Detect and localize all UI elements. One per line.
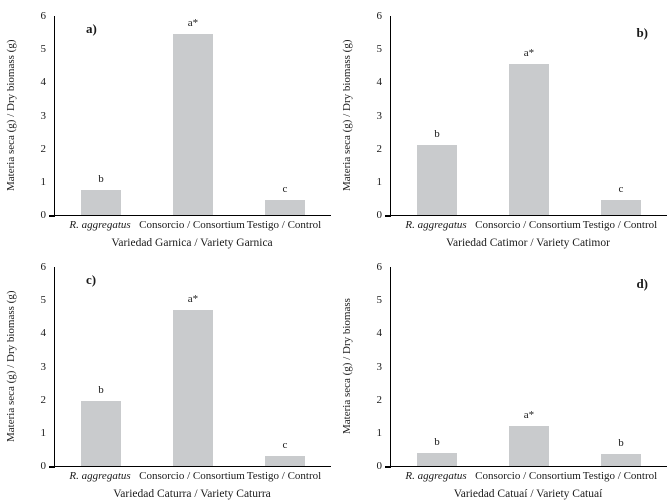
- x-category-label: Testigo / Control: [582, 219, 658, 231]
- bar-r-aggregatus: [417, 145, 457, 215]
- bar-consorcio-consortium: [173, 34, 213, 215]
- significance-letter: b: [434, 128, 440, 141]
- plot-area: b a* c: [49, 267, 331, 468]
- significance-letter: b: [434, 435, 440, 448]
- x-category-label: Consorcio / Consortium: [139, 219, 245, 231]
- bar-consorcio-consortium: [509, 426, 549, 466]
- panel-label: b): [636, 25, 648, 40]
- y-axis-tick-label: 4: [376, 76, 383, 89]
- bar-consorcio-consortium: [509, 64, 549, 215]
- significance-letter: b: [98, 384, 104, 397]
- y-axis-tick-label: 0: [40, 209, 47, 221]
- panel-label: d): [636, 276, 648, 291]
- x-category-label: R. aggregatus: [69, 470, 131, 482]
- plot-area: b a* b: [385, 267, 667, 468]
- bar-r-aggregatus: [417, 452, 457, 466]
- y-axis-tick-label: 6: [376, 10, 383, 22]
- y-axis-tick-label: 6: [376, 261, 383, 273]
- y-axis-tick-label: 0: [376, 209, 383, 221]
- y-axis-tick-label: 2: [40, 142, 47, 155]
- y-axis-tick-label: 1: [376, 426, 383, 439]
- x-category-label: Testigo / Control: [246, 470, 322, 482]
- x-axis-title: Variedad Catuaí / Variety Catuaí: [453, 488, 603, 500]
- x-category-label: Testigo / Control: [582, 470, 658, 482]
- bar-testigo-control: [265, 200, 305, 215]
- x-category-label: R. aggregatus: [405, 219, 467, 231]
- y-axis-tick-label: 2: [376, 142, 383, 155]
- y-axis-tick-label: 3: [376, 360, 383, 373]
- plot-area: b a* c: [385, 16, 667, 217]
- x-category-label: Consorcio / Consortium: [139, 470, 245, 482]
- significance-letter: c: [282, 183, 288, 196]
- significance-letter: c: [282, 439, 288, 452]
- x-category-label: Consorcio / Consortium: [475, 219, 581, 231]
- bar-consorcio-consortium: [173, 310, 213, 466]
- x-axis-title: Variedad Garnica / Variety Garnica: [111, 237, 273, 249]
- y-axis-tick-label: 4: [40, 76, 47, 89]
- y-axis-tick-label: 5: [376, 43, 383, 56]
- bar-r-aggregatus: [81, 190, 121, 215]
- significance-letter: a*: [523, 409, 535, 422]
- y-axis-tick-label: 0: [376, 460, 383, 472]
- y-axis-tick-label: 1: [40, 426, 47, 439]
- y-axis-tick-label: 5: [40, 294, 47, 307]
- y-axis-tick-label: 3: [40, 109, 47, 122]
- x-category-label: R. aggregatus: [69, 219, 131, 231]
- significance-letter: a*: [187, 293, 199, 306]
- bar-r-aggregatus: [81, 401, 121, 466]
- significance-letter: b: [618, 437, 624, 450]
- plot-area: b a* c: [49, 16, 331, 217]
- significance-letter: b: [98, 173, 104, 186]
- significance-letter: a*: [187, 17, 199, 30]
- y-axis-tick-label: 0: [40, 460, 47, 472]
- y-axis-tick-label: 3: [376, 109, 383, 122]
- significance-letter: c: [618, 183, 624, 196]
- y-axis-tick-label: 1: [376, 175, 383, 188]
- y-axis-tick-label: 6: [40, 10, 47, 22]
- y-axis-tick-label: 3: [40, 360, 47, 373]
- y-axis-tick-label: 6: [40, 261, 47, 273]
- x-category-label: Consorcio / Consortium: [475, 470, 581, 482]
- bar-testigo-control: [265, 456, 305, 466]
- y-axis-tick-label: 2: [40, 393, 47, 406]
- panel-label: a): [86, 21, 97, 36]
- y-axis-tick-label: 5: [40, 43, 47, 56]
- x-axis-title: Variedad Caturra / Variety Caturra: [113, 488, 271, 500]
- bar-chart-panel-d: Materia seca (g) / Dry biomass d) b a* b V…: [336, 251, 672, 501]
- x-axis-title: Variedad Catimor / Variety Catimor: [446, 237, 610, 249]
- significance-letter: a*: [523, 47, 535, 60]
- x-category-label: R. aggregatus: [405, 470, 467, 482]
- x-category-label: Testigo / Control: [246, 219, 322, 231]
- panel-label: c): [86, 272, 97, 287]
- y-axis-tick-label: 2: [376, 393, 383, 406]
- y-axis-tick-label: 4: [40, 327, 47, 340]
- bar-testigo-control: [601, 200, 641, 215]
- y-axis-tick-label: 1: [40, 175, 47, 188]
- bar-testigo-control: [601, 454, 641, 466]
- y-axis-tick-label: 5: [376, 294, 383, 307]
- y-axis-tick-label: 4: [376, 327, 383, 340]
